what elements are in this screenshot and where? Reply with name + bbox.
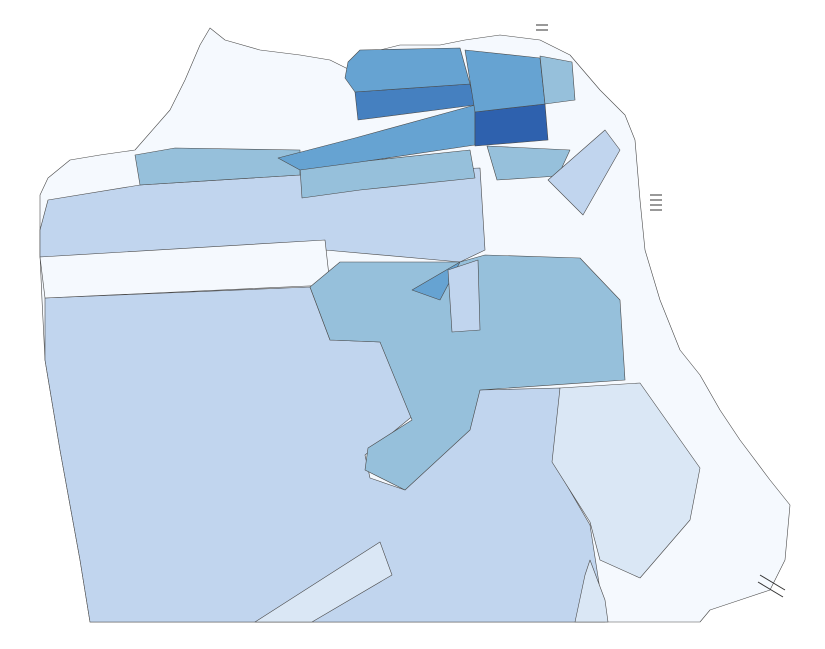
north-beach-east (464, 49, 546, 113)
excelsior-strip (254, 541, 393, 623)
laurel-heights (299, 149, 476, 199)
south-beach (547, 129, 621, 216)
upper-market (447, 259, 481, 333)
bayview (551, 382, 701, 579)
pier (759, 574, 786, 591)
telegraph-hill (539, 55, 576, 105)
visitacion (574, 559, 609, 623)
pier (757, 581, 784, 598)
north-beach-west (344, 47, 471, 93)
mission-district (309, 254, 626, 491)
piers (536, 24, 786, 598)
